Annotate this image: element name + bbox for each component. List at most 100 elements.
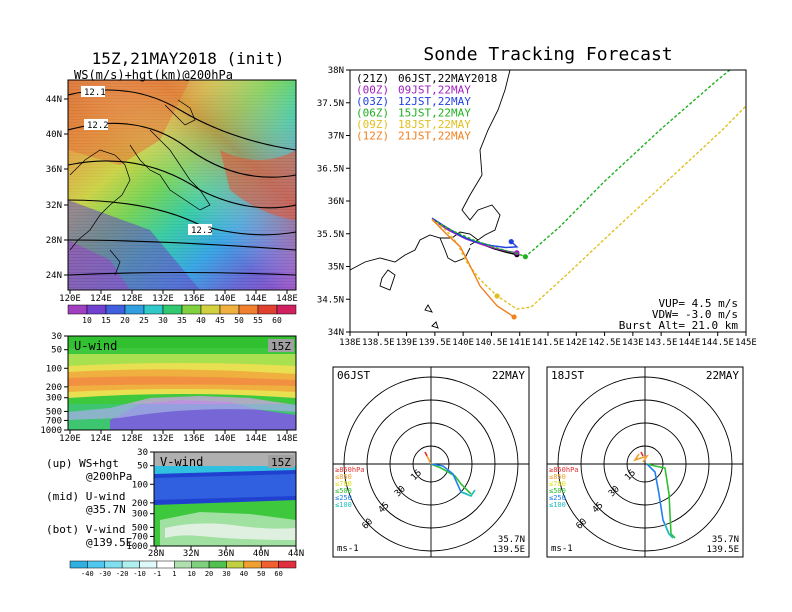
contour-label-12-1: 12.1: [84, 88, 106, 98]
ws-map-label: WS(m/s)+hgt(km)@200hPa: [74, 68, 233, 82]
track-legend-jst-4: 18JST,22MAY: [398, 118, 471, 131]
ws-colorbar-label-25: 25: [139, 316, 149, 325]
uwind-lon-tick-132e: 132E: [152, 434, 174, 444]
track-lon-tick-139-5e: 139.5E: [419, 338, 452, 348]
track-lat-tick-34n: 34N: [328, 328, 344, 338]
ws-colorbar-label-10: 10: [82, 316, 92, 325]
uwind-lon-tick-148e: 148E: [276, 434, 298, 444]
map-lat-tick-28n: 28N: [46, 236, 62, 246]
track-lat-tick-37-5n: 37.5N: [317, 99, 344, 109]
track-legend-utc-1: (00Z): [356, 84, 389, 97]
legend-bot: (bot) V-wind: [46, 523, 125, 536]
track-lat-tick-36-5n: 36.5N: [317, 164, 344, 174]
hodo-level-3: ≤500: [335, 487, 352, 495]
hodo-unit: ms-1: [551, 544, 573, 554]
ws-colorbar-label-45: 45: [215, 316, 225, 325]
hodo-trace: [646, 463, 676, 539]
hodo-trace: [460, 489, 476, 497]
ws-colorbar-swatch: [124, 304, 145, 315]
track-legend-jst-3: 15JST,22MAY: [398, 107, 471, 120]
wind-colorbar-swatch: [191, 560, 210, 569]
ws-colorbar-swatch: [276, 304, 297, 315]
track-series-09jst-22may: [431, 218, 517, 254]
wind-colorbar-swatch: [226, 560, 245, 569]
hodo-trace: [430, 463, 472, 495]
uwind-lon-tick-128e: 128E: [121, 434, 143, 444]
map-lon-tick-120e: 120E: [59, 294, 81, 304]
vwind-lat-tick-28n: 28N: [148, 549, 164, 559]
contour-label-12-2: 12.2: [87, 121, 109, 131]
map-lon-tick-132e: 132E: [152, 294, 174, 304]
hodo-lat: 35.7N: [712, 535, 739, 545]
track-title: Sonde Tracking Forecast: [423, 44, 672, 65]
uwind-label: U-wind: [74, 339, 117, 353]
track-legend-utc-3: (06Z): [356, 107, 389, 120]
legend-up2: @200hPa: [86, 470, 132, 483]
uwind-p-tick-1000: 1000: [40, 426, 62, 436]
track-endpoint-18jst-22may: [494, 293, 500, 299]
wind-colorbar-swatch: [104, 560, 123, 569]
vwind-lat-tick-40n: 40N: [253, 549, 269, 559]
wind-colorbar-label-30: 30: [222, 570, 230, 578]
left-panel-title: 15Z,21MAY2018 (init): [92, 49, 285, 68]
ws-colorbar-swatch: [162, 304, 183, 315]
hodo-trace: [424, 451, 428, 457]
track-legend-utc-0: (21Z): [356, 72, 389, 85]
hodo-trace: [426, 455, 432, 465]
ws-colorbar-swatch: [200, 304, 221, 315]
map-lon-tick-124e: 124E: [90, 294, 112, 304]
track-legend-utc-2: (03Z): [356, 95, 389, 108]
wind-colorbar-label-10: -10: [133, 570, 146, 578]
ws-colorbar-swatch: [181, 304, 202, 315]
vwind-p-tick-500: 500: [132, 523, 148, 533]
vwind-p-tick-1000: 1000: [126, 542, 148, 552]
uwind-p-tick-30: 30: [51, 332, 62, 342]
vwind-p-tick-30: 30: [137, 448, 148, 458]
contour-label-12-3: 12.3: [191, 226, 213, 236]
ws-colorbar-swatch: [238, 304, 259, 315]
wind-colorbar-label-30: -30: [98, 570, 111, 578]
map-lon-tick-136e: 136E: [183, 294, 205, 304]
hodo-lat: 35.7N: [498, 535, 525, 545]
hodo-level-1: ≤850: [549, 473, 566, 481]
uwind-lon-tick-140e: 140E: [214, 434, 236, 444]
wind-colorbar-swatch: [208, 560, 227, 569]
wind-colorbar-label-40: -40: [81, 570, 94, 578]
vwind-lat-tick-44n: 44N: [288, 549, 304, 559]
track-lat-tick-35n: 35N: [328, 263, 344, 273]
track-lon-tick-142e: 142E: [565, 338, 587, 348]
hodo-level-0: ≥850hPa: [549, 466, 579, 474]
vwind-p-tick-100: 100: [132, 480, 148, 490]
track-legend-utc-5: (12Z): [356, 130, 389, 143]
uwind-p-tick-300: 300: [46, 394, 62, 404]
wind-colorbar-label-20: 20: [205, 570, 213, 578]
vwind-lat-tick-36n: 36N: [218, 549, 234, 559]
track-lat-tick-37n: 37N: [328, 132, 344, 142]
ws-colorbar-swatch: [143, 304, 164, 315]
track-lon-tick-139e: 139E: [396, 338, 418, 348]
uwind-p-tick-50: 50: [51, 346, 62, 356]
wind-colorbar-swatch: [156, 560, 175, 569]
track-lon-tick-144-5e: 144.5E: [701, 338, 734, 348]
hodo-level-2: ≤700: [549, 480, 566, 488]
track-lon-tick-142-5e: 142.5E: [588, 338, 621, 348]
track-series-21jst-22may: [431, 218, 515, 318]
ws-colorbar-swatch: [67, 304, 88, 315]
vwind-p-tick-50: 50: [137, 462, 148, 472]
track-legend-utc-4: (09Z): [356, 118, 389, 131]
wind-colorbar-label-1: 1: [172, 570, 176, 578]
uwind-p-tick-700: 700: [46, 416, 62, 426]
legend-up: (up) WS+hgt: [46, 457, 119, 470]
hodo-level-4: ≤250: [549, 494, 566, 502]
track-lon-tick-138-5e: 138.5E: [362, 338, 395, 348]
map-lat-tick-44n: 44N: [46, 95, 62, 105]
ws-colorbar-label-55: 55: [253, 316, 263, 325]
legend-bot2: @139.5E: [86, 536, 132, 549]
hodo-date: 22MAY: [492, 369, 525, 382]
uwind-lon-tick-144e: 144E: [245, 434, 267, 444]
left-legend: (up) WS+hgt @200hPa (mid) U-wind @35.7N …: [46, 457, 132, 549]
wind-colorbar-swatch: [69, 560, 88, 569]
